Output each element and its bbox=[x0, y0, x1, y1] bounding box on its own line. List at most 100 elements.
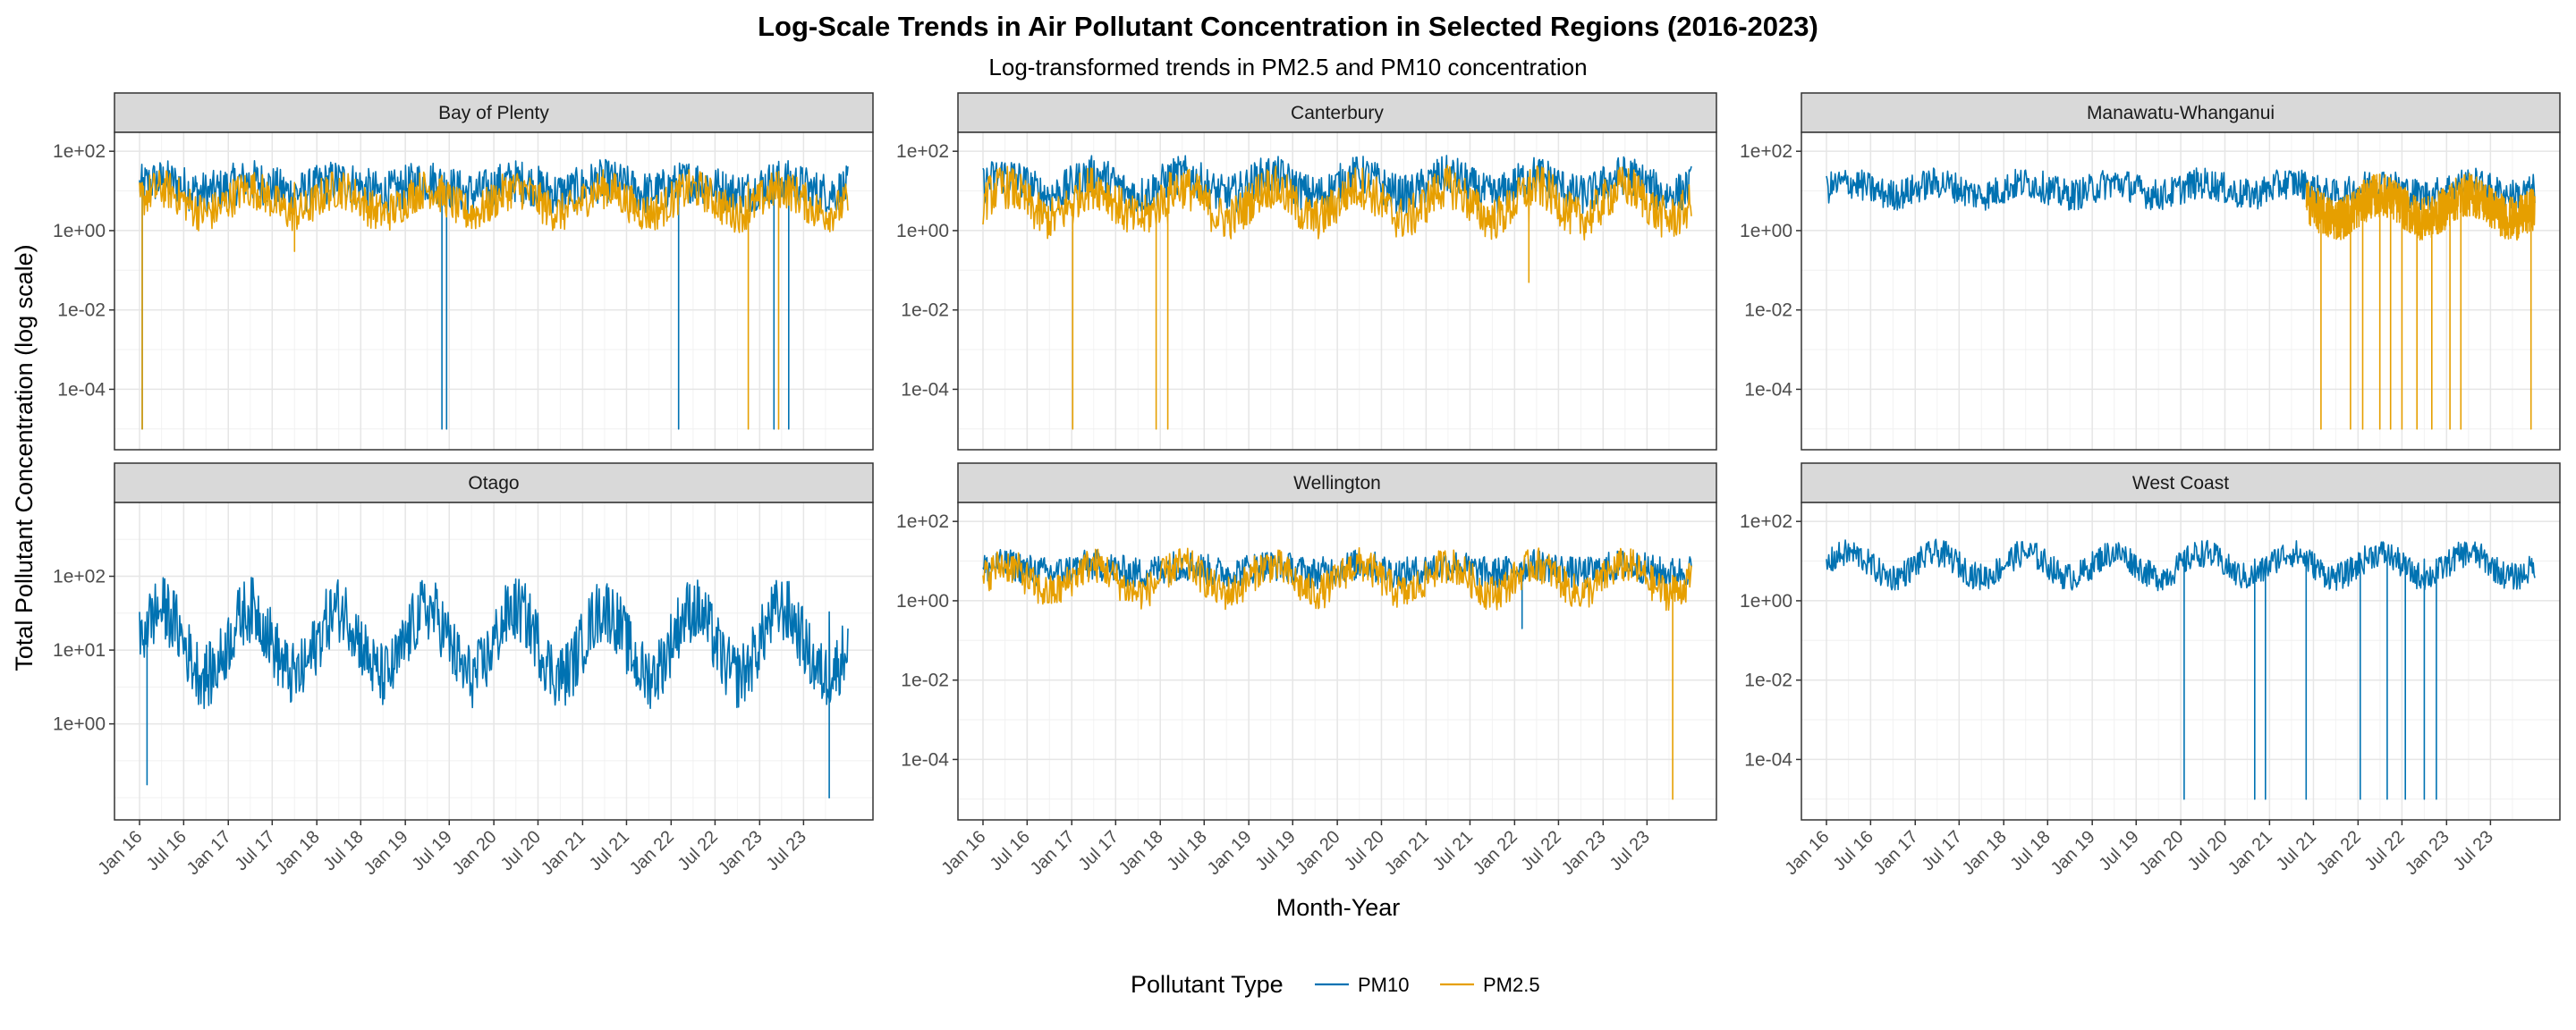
y-tick-label: 1e+00 bbox=[53, 714, 106, 735]
x-tick-label: Jul 23 bbox=[763, 827, 810, 874]
y-tick-label: 1e+00 bbox=[1740, 591, 1792, 612]
x-tick-label: Jul 16 bbox=[987, 827, 1034, 874]
x-tick-label: Jan 20 bbox=[1292, 827, 1344, 879]
legend-item-pm25: PM2.5 bbox=[1440, 974, 1540, 996]
panel-strip bbox=[1801, 92, 2561, 133]
legend-label: PM10 bbox=[1358, 974, 1409, 996]
panel-strip-label: Canterbury bbox=[1291, 103, 1384, 123]
y-tick-label: 1e+00 bbox=[896, 591, 949, 612]
y-tick-label: 1e-02 bbox=[901, 671, 949, 691]
panel-strip bbox=[957, 462, 1717, 503]
x-tick-label: Jan 16 bbox=[938, 827, 990, 879]
x-tick-label: Jan 21 bbox=[1381, 827, 1433, 879]
y-tick-label: 1e-04 bbox=[1744, 379, 1792, 400]
x-tick-label: Jan 18 bbox=[272, 827, 324, 879]
series-line-pm25 bbox=[2305, 173, 2536, 430]
chart-subtitle: Log-transformed trends in PM2.5 and PM10… bbox=[988, 54, 1587, 80]
x-tick-label: Jan 17 bbox=[1870, 827, 1922, 879]
y-tick-label: 1e-02 bbox=[1744, 300, 1792, 321]
y-tick-label: 1e+02 bbox=[896, 141, 949, 162]
gridlines bbox=[1801, 502, 2560, 820]
y-tick-label: 1e+02 bbox=[53, 141, 106, 162]
legend-label: PM2.5 bbox=[1483, 974, 1540, 996]
chart-title: Log-Scale Trends in Air Pollutant Concen… bbox=[758, 11, 1818, 42]
x-tick-label: Jan 18 bbox=[1959, 827, 2011, 879]
x-tick-label: Jul 20 bbox=[2184, 827, 2232, 874]
x-tick-label: Jan 22 bbox=[2313, 827, 2365, 879]
x-tick-label: Jul 20 bbox=[497, 827, 545, 874]
x-tick-label: Jan 21 bbox=[538, 827, 589, 879]
series-line-pm25 bbox=[139, 169, 849, 430]
x-tick-label: Jan 16 bbox=[95, 827, 147, 879]
x-tick-label: Jul 17 bbox=[1075, 827, 1123, 874]
series-line-pm10 bbox=[139, 577, 849, 798]
panel-strip-label: Bay of Plenty bbox=[438, 103, 549, 123]
x-tick-label: Jan 22 bbox=[1470, 827, 1521, 879]
x-tick-label: Jul 19 bbox=[408, 827, 455, 874]
gridlines bbox=[1801, 132, 2560, 450]
x-tick-label: Jan 17 bbox=[1027, 827, 1079, 879]
panel-grid: Bay of Plenty1e+021e+001e-021e-04Canterb… bbox=[53, 92, 2561, 879]
y-axis-label: Total Pollutant Concentration (log scale… bbox=[11, 244, 38, 671]
x-tick-label: Jan 18 bbox=[1115, 827, 1167, 879]
y-tick-label: 1e-04 bbox=[57, 379, 106, 400]
panel-strip bbox=[1801, 462, 2561, 503]
y-tick-label: 1e+00 bbox=[1740, 221, 1792, 241]
panel-border bbox=[114, 131, 874, 451]
panel-manawatu-whanganui: Manawatu-Whanganui 1e+02 1e+00 1e-02 1e-04 bbox=[1740, 92, 2561, 451]
y-tick-label: 1e+01 bbox=[53, 640, 106, 661]
y-tick-label: 1e-02 bbox=[57, 300, 106, 321]
y-tick-label: 1e-02 bbox=[901, 300, 949, 321]
x-tick-label: Jan 19 bbox=[2047, 827, 2099, 879]
gridlines bbox=[958, 502, 1716, 820]
y-tick-label: 1e-02 bbox=[1744, 671, 1792, 691]
panel-border bbox=[957, 131, 1717, 451]
x-tick-label: Jul 21 bbox=[2273, 827, 2320, 874]
x-tick-label: Jan 23 bbox=[1558, 827, 1610, 879]
y-tick-label: 1e+02 bbox=[1740, 511, 1792, 532]
panel-canterbury: Canterbury 1e+02 1e+00 1e-02 1e-04 bbox=[896, 92, 1717, 451]
panel-strip-label: Otago bbox=[468, 473, 519, 494]
x-tick-label: Jul 19 bbox=[1251, 827, 1299, 874]
x-tick-label: Jan 16 bbox=[1782, 827, 1834, 879]
y-tick-label: 1e+02 bbox=[1740, 141, 1792, 162]
y-tick-label: 1e-04 bbox=[1744, 749, 1792, 770]
x-axis-label: Month-Year bbox=[1276, 894, 1401, 921]
x-tick-label: Jan 20 bbox=[449, 827, 501, 879]
y-tick-label: 1e-04 bbox=[901, 379, 949, 400]
x-tick-label: Jan 23 bbox=[715, 827, 767, 879]
y-tick-label: 1e-04 bbox=[901, 749, 949, 770]
x-tick-label: Jan 19 bbox=[360, 827, 412, 879]
y-tick-label: 1e+00 bbox=[53, 221, 106, 241]
x-tick-label: Jan 21 bbox=[2224, 827, 2276, 879]
y-tick-label: 1e+00 bbox=[896, 221, 949, 241]
x-tick-label: Jul 16 bbox=[1830, 827, 1877, 874]
x-tick-label: Jul 23 bbox=[2450, 827, 2497, 874]
x-tick-label: Jul 17 bbox=[232, 827, 279, 874]
x-tick-label: Jan 22 bbox=[626, 827, 678, 879]
panel-strip bbox=[957, 92, 1717, 133]
panel-strip bbox=[114, 92, 874, 133]
x-tick-label: Jul 16 bbox=[143, 827, 191, 874]
panel-strip-label: West Coast bbox=[2132, 473, 2229, 494]
panel-bay-of-plenty: Bay of Plenty 1e+02 1e+00 1e-02 1e-04 bbox=[53, 92, 874, 451]
x-tick-label: Jul 22 bbox=[674, 827, 722, 874]
legend-item-pm10: PM10 bbox=[1315, 974, 1409, 996]
x-tick-label: Jan 17 bbox=[183, 827, 235, 879]
x-tick-label: Jul 20 bbox=[1341, 827, 1388, 874]
panel-border bbox=[1801, 131, 2561, 451]
x-tick-label: Jul 18 bbox=[1164, 827, 1211, 874]
x-tick-label: Jul 19 bbox=[2095, 827, 2142, 874]
legend-title: Pollutant Type bbox=[1131, 971, 1284, 998]
legend: Pollutant Type PM10 PM2.5 bbox=[1131, 971, 1540, 998]
x-tick-label: Jul 18 bbox=[2007, 827, 2055, 874]
series-line-pm25 bbox=[982, 165, 1692, 430]
series-line-pm10 bbox=[1826, 167, 2536, 211]
x-tick-label: Jul 22 bbox=[2361, 827, 2409, 874]
x-tick-label: Jan 19 bbox=[1204, 827, 1256, 879]
panel-strip-label: Wellington bbox=[1293, 473, 1381, 494]
x-tick-label: Jul 21 bbox=[586, 827, 633, 874]
